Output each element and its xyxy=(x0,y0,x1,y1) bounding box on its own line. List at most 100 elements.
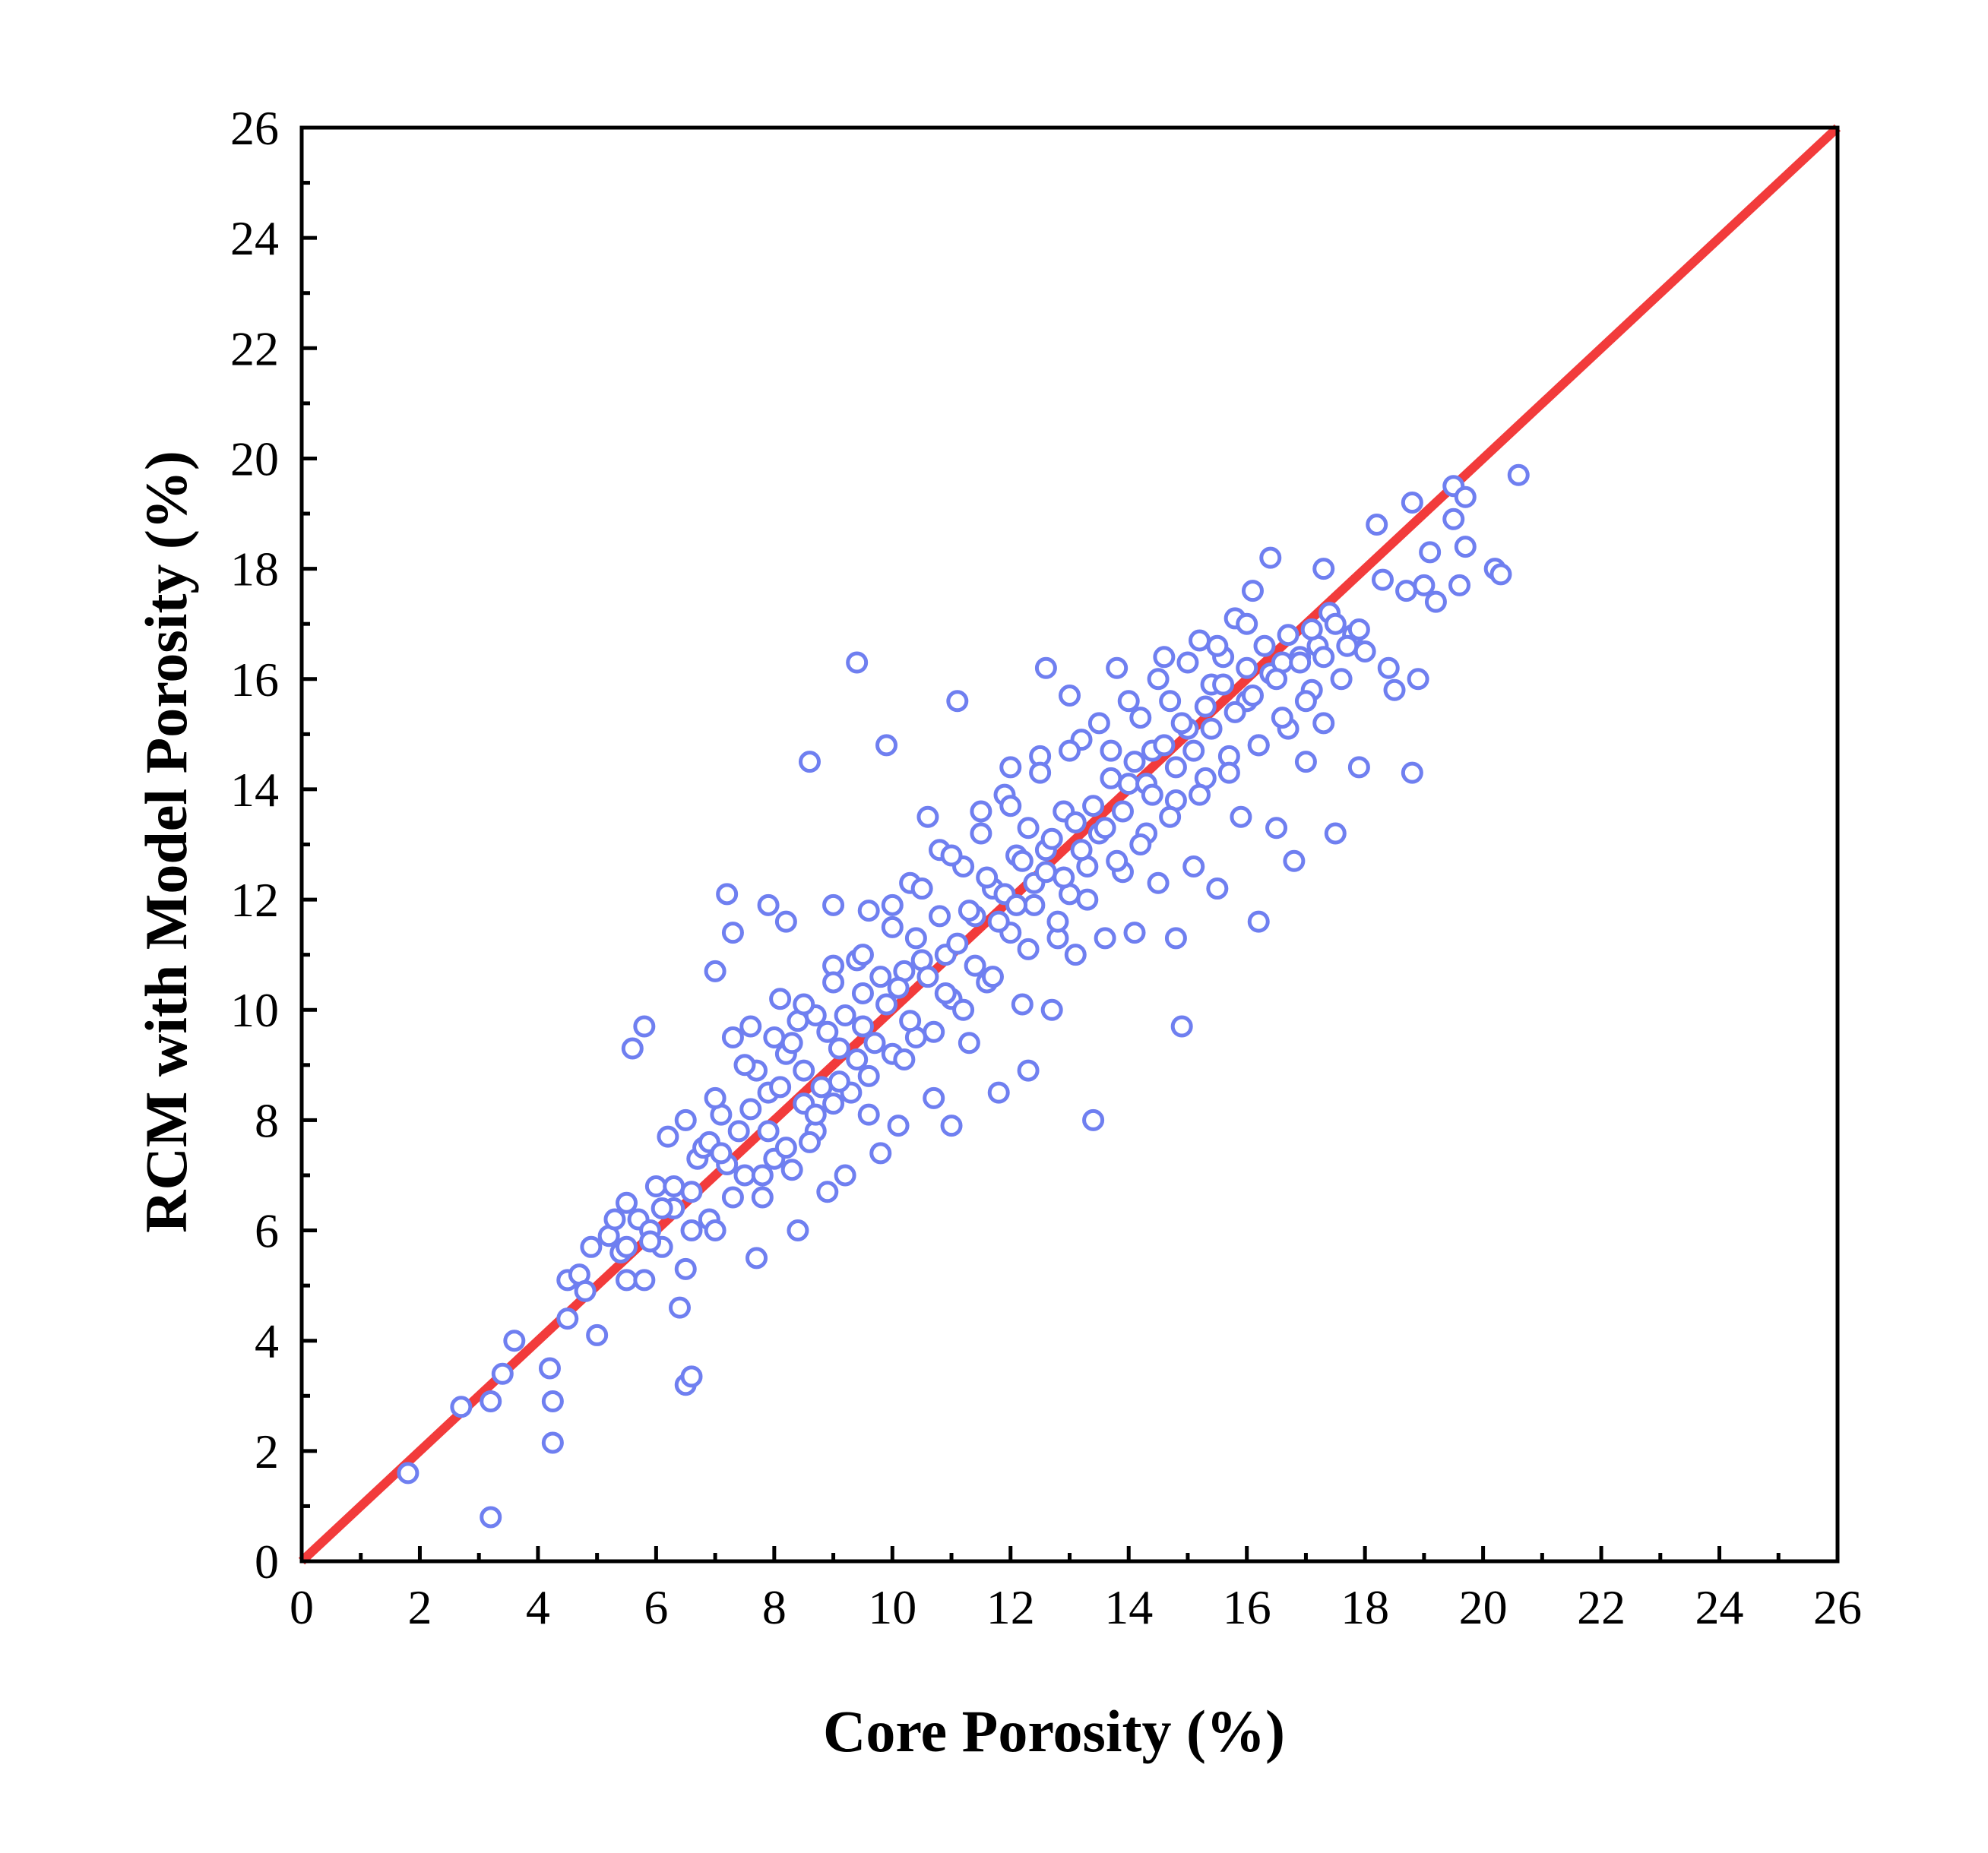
data-point xyxy=(663,1175,685,1197)
data-point xyxy=(798,751,821,773)
data-point xyxy=(1413,574,1436,596)
data-point xyxy=(680,1219,703,1242)
data-point xyxy=(970,800,992,823)
data-point xyxy=(1040,998,1063,1021)
x-tick-label: 10 xyxy=(868,1580,916,1634)
data-point xyxy=(1106,656,1129,679)
x-tick-label: 26 xyxy=(1813,1580,1862,1634)
data-point xyxy=(1046,910,1069,933)
data-point xyxy=(1040,827,1063,850)
data-point xyxy=(846,651,869,674)
x-tick-label: 18 xyxy=(1341,1580,1389,1634)
data-point xyxy=(541,1390,564,1413)
data-point xyxy=(1082,795,1105,817)
data-point xyxy=(716,883,739,906)
data-point xyxy=(450,1396,473,1418)
data-point xyxy=(1259,546,1282,569)
data-point xyxy=(739,1015,762,1038)
data-point xyxy=(1117,690,1140,713)
data-point xyxy=(397,1462,419,1485)
data-point xyxy=(639,1230,662,1253)
data-point xyxy=(1236,656,1258,679)
data-point xyxy=(940,844,963,867)
data-point xyxy=(1353,640,1376,662)
data-point xyxy=(480,1506,502,1529)
data-point xyxy=(1324,612,1347,635)
data-point xyxy=(787,1219,809,1242)
y-tick-label: 12 xyxy=(230,873,279,927)
data-point xyxy=(893,1048,916,1071)
plot-area xyxy=(298,124,1841,1565)
data-point xyxy=(1017,1059,1040,1082)
data-point xyxy=(987,1081,1010,1104)
data-point xyxy=(1111,800,1134,823)
x-tick-label: 4 xyxy=(526,1580,550,1634)
data-point xyxy=(721,1026,744,1049)
data-point xyxy=(851,982,874,1004)
data-point xyxy=(1230,805,1252,828)
data-point xyxy=(887,1115,910,1137)
data-point xyxy=(1182,855,1205,878)
data-point xyxy=(1395,580,1418,602)
data-point xyxy=(769,988,792,1010)
data-point xyxy=(1076,888,1099,911)
data-point xyxy=(810,1076,833,1099)
data-point xyxy=(1034,861,1057,884)
data-point xyxy=(1182,739,1205,762)
data-point xyxy=(952,998,975,1021)
data-point xyxy=(1294,690,1317,713)
data-point xyxy=(804,1103,827,1126)
data-point xyxy=(633,1015,656,1038)
data-point xyxy=(1129,833,1152,855)
data-point xyxy=(828,1070,850,1093)
data-point xyxy=(999,756,1022,779)
x-tick-label: 20 xyxy=(1459,1580,1508,1634)
y-axis-title: RCM with Model Porosity (%) xyxy=(133,451,199,1233)
data-point xyxy=(1347,618,1370,640)
data-point xyxy=(1141,783,1163,806)
data-point xyxy=(1224,700,1246,723)
data-point xyxy=(633,1269,656,1292)
data-point xyxy=(574,1279,597,1302)
data-point xyxy=(869,966,892,988)
data-point xyxy=(657,1125,679,1148)
x-tick-label: 16 xyxy=(1223,1580,1271,1634)
data-point xyxy=(1070,839,1093,862)
data-point xyxy=(733,1054,756,1077)
data-point xyxy=(733,1164,756,1187)
data-point xyxy=(616,1269,638,1292)
data-point xyxy=(1017,938,1040,960)
data-point xyxy=(816,1020,839,1043)
data-point xyxy=(1123,922,1146,944)
data-point xyxy=(822,893,845,916)
data-point xyxy=(1147,871,1170,894)
data-point xyxy=(834,1004,856,1026)
data-point xyxy=(1106,849,1129,872)
data-point xyxy=(746,1247,768,1270)
data-point xyxy=(780,1032,803,1055)
data-point xyxy=(1401,492,1423,514)
data-point xyxy=(1241,685,1264,707)
data-points xyxy=(397,463,1530,1529)
x-tick-label: 0 xyxy=(290,1580,314,1634)
data-point xyxy=(1117,773,1140,795)
data-point xyxy=(1312,558,1335,580)
data-point xyxy=(1064,944,1087,966)
data-point xyxy=(887,976,910,999)
data-point xyxy=(1123,751,1146,773)
data-point xyxy=(1053,866,1075,889)
data-point xyxy=(1017,817,1040,840)
data-point xyxy=(822,971,845,994)
data-point xyxy=(1241,580,1264,602)
data-point xyxy=(857,900,880,922)
data-point xyxy=(881,915,904,938)
data-point xyxy=(727,1120,750,1143)
data-point xyxy=(958,900,980,922)
x-axis-ticks: 0 2 4 6 8 10 12 14 16 18 20 22 24 26 xyxy=(290,1546,1862,1634)
data-point xyxy=(710,1142,733,1165)
data-point xyxy=(834,1164,856,1187)
data-point xyxy=(751,1186,774,1209)
data-point xyxy=(1312,646,1335,669)
